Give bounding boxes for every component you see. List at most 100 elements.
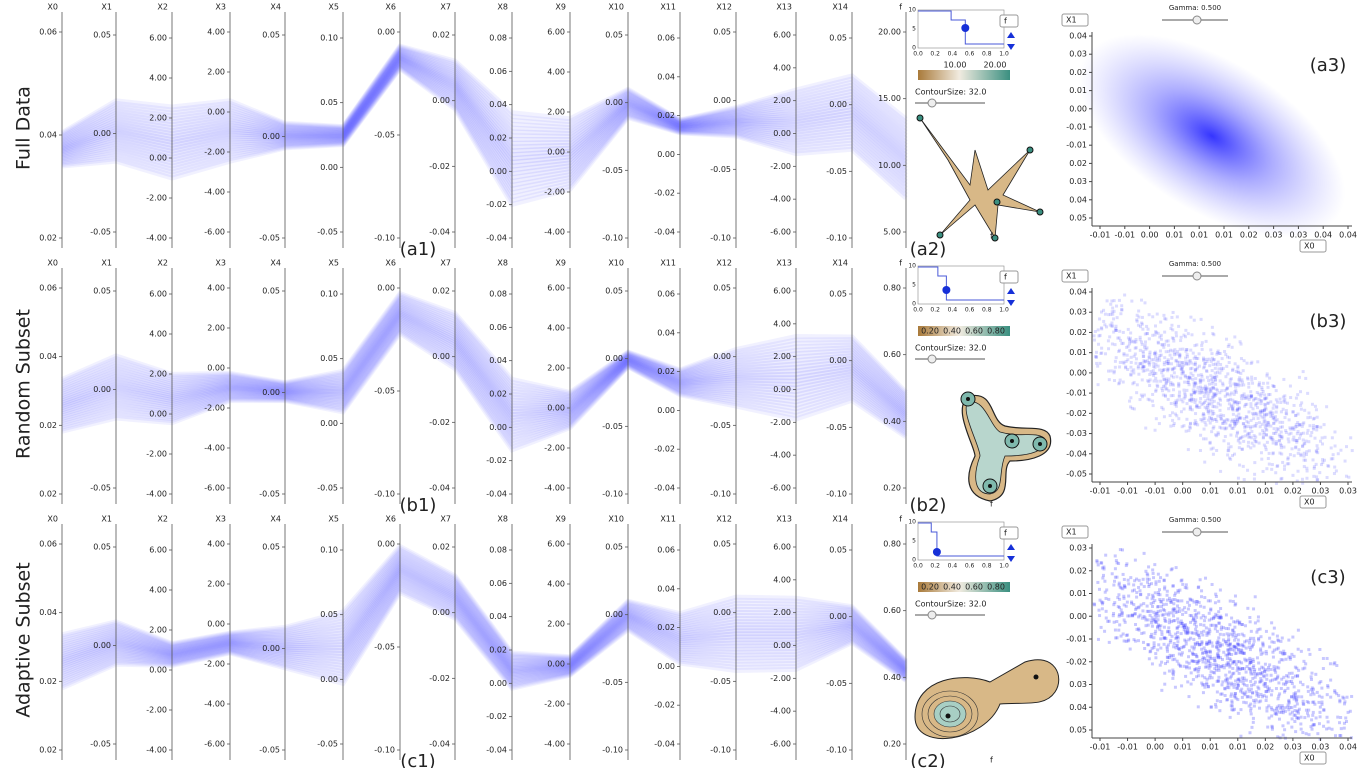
slider-thumb[interactable] <box>927 354 937 364</box>
density-cell <box>1196 633 1200 637</box>
density-cell <box>1135 318 1139 322</box>
slider-thumb[interactable] <box>1192 15 1202 25</box>
density-cell <box>1226 644 1230 648</box>
density-cell <box>1257 700 1261 704</box>
density-cell <box>1259 647 1263 651</box>
tick-label: 0.00 <box>829 100 847 109</box>
density-cell <box>1273 415 1277 419</box>
field-select[interactable]: f <box>999 526 1019 540</box>
density-cell <box>1304 458 1308 462</box>
tick-label: -0.04 <box>429 740 450 749</box>
density-cell <box>1132 371 1136 375</box>
density-cell <box>1229 692 1233 696</box>
density-cell <box>1311 417 1315 421</box>
density-cell <box>1192 422 1196 426</box>
threshold-handle[interactable] <box>942 286 951 294</box>
density-cell <box>1279 706 1283 710</box>
density-cell <box>1131 339 1135 343</box>
density-cell <box>1152 636 1156 640</box>
density-cell <box>1228 424 1232 428</box>
density-cell <box>1202 623 1206 627</box>
field-select[interactable]: f <box>999 270 1019 284</box>
density-cell <box>1230 701 1234 705</box>
density-cell <box>1295 424 1299 428</box>
density-cell <box>1149 602 1153 606</box>
tick-label: 0.00 <box>1069 368 1087 377</box>
density-cell <box>1311 687 1315 691</box>
density-cell <box>1156 331 1160 335</box>
density-cell <box>1289 396 1293 400</box>
density-cell <box>1325 656 1329 660</box>
density-cell <box>1164 602 1168 606</box>
x-select[interactable]: X0 <box>1299 751 1327 765</box>
density-cell <box>1237 633 1241 637</box>
x-select[interactable]: X0 <box>1299 239 1327 253</box>
density-cell <box>1311 690 1315 694</box>
density-cell <box>1259 672 1263 676</box>
density-cell <box>1149 635 1153 639</box>
x-select[interactable]: X0 <box>1299 495 1327 509</box>
node <box>1033 674 1039 680</box>
tick-label: -0.05 <box>374 387 395 396</box>
density-cell <box>1266 668 1270 672</box>
slider-thumb[interactable] <box>927 610 937 620</box>
density-cell <box>1236 364 1240 368</box>
y-select[interactable]: X1 <box>1061 525 1089 539</box>
density-cell <box>1249 683 1253 687</box>
density-cell <box>1302 454 1306 458</box>
density-cell <box>1214 433 1218 437</box>
threshold-handle[interactable] <box>961 24 970 32</box>
density-cell <box>1246 440 1250 444</box>
density-cell <box>1320 702 1324 706</box>
density-cell <box>1276 428 1280 432</box>
threshold-handle[interactable] <box>932 548 941 556</box>
pcp-band <box>61 61 908 192</box>
y-select[interactable]: X1 <box>1061 269 1089 283</box>
density-cell <box>1279 658 1283 662</box>
density-cell <box>1166 656 1170 660</box>
density-cell <box>1314 408 1318 412</box>
density-cell <box>1163 587 1167 591</box>
density-cell <box>1229 658 1233 662</box>
slider-thumb[interactable] <box>1192 271 1202 281</box>
tick-label: -4.00 <box>204 188 225 197</box>
density-cell <box>1151 571 1155 575</box>
density-cell <box>1246 606 1250 610</box>
field-select[interactable]: f <box>999 14 1019 28</box>
density-cell <box>1181 347 1185 351</box>
density-cell <box>1306 689 1310 693</box>
density-cell <box>1137 605 1141 609</box>
density-cell <box>1292 685 1296 689</box>
density-cell <box>1233 384 1237 388</box>
density-cell <box>1157 356 1161 360</box>
slider-thumb[interactable] <box>1192 527 1202 537</box>
density-cell <box>1151 372 1155 376</box>
density-cell <box>1171 394 1175 398</box>
slider-thumb[interactable] <box>927 98 937 108</box>
colorbar-tick: 0.60 <box>965 583 983 592</box>
density-cell <box>1236 686 1240 690</box>
tick-label: 0.01 <box>1201 743 1219 752</box>
tick-label: 0.08 <box>489 546 507 555</box>
density-cell <box>1278 692 1282 696</box>
density-cell <box>1139 593 1143 597</box>
density-cell <box>1227 398 1231 402</box>
density-cell <box>1208 639 1212 643</box>
density-cell <box>1193 641 1197 645</box>
density-cell <box>1209 409 1213 413</box>
y-select[interactable]: X1 <box>1061 13 1089 27</box>
density-cell <box>1128 338 1132 342</box>
density-cell <box>1186 626 1190 630</box>
density-cell <box>1099 326 1103 330</box>
density-cell <box>1228 646 1232 650</box>
density-cell <box>1190 651 1194 655</box>
density-cell <box>1236 698 1240 702</box>
density-cell <box>1312 692 1316 696</box>
density-cell <box>1223 426 1227 430</box>
density-cell <box>1251 659 1255 663</box>
density-cell <box>1184 360 1188 364</box>
density-cell <box>1167 389 1171 393</box>
density-cell <box>1140 616 1144 620</box>
density-cell <box>1121 380 1125 384</box>
tick-label: -2.00 <box>770 418 791 427</box>
